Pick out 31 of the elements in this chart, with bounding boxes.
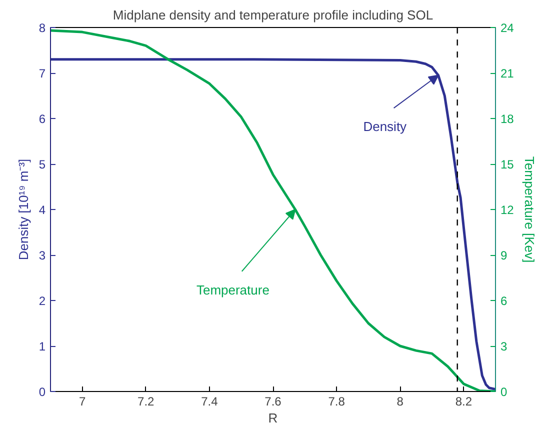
- y2-tick-label: 6: [500, 294, 508, 308]
- y-tick-label: 5: [38, 158, 46, 172]
- y-tick-label: 7: [38, 66, 46, 80]
- annotation: Temperature: [196, 282, 270, 298]
- x-tick-label: 7.2: [138, 394, 155, 408]
- chart-title: Midplane density and temperature profile including SOL: [112, 8, 434, 22]
- y-tick-label: 3: [38, 248, 46, 262]
- y2-tick-label: 18: [500, 112, 514, 126]
- y-tick-label: 0: [38, 385, 46, 399]
- y2-tick-label: 12: [500, 203, 514, 217]
- y-tick-label: 8: [38, 21, 46, 35]
- y2-tick-label: 21: [500, 66, 514, 80]
- x-tick-label: 7.6: [264, 394, 282, 408]
- y-tick-label: 1: [38, 340, 46, 354]
- annotation: Density: [363, 118, 408, 134]
- y-axis-title: Density [10¹⁹ m⁻³]: [16, 158, 31, 260]
- x-tick-label: 7: [78, 394, 86, 408]
- y2-tick-label: 9: [500, 248, 508, 262]
- x-tick-label: 7.4: [201, 394, 218, 408]
- y-tick-label: 4: [38, 203, 46, 217]
- x-tick-label: 8.2: [455, 394, 472, 408]
- y-tick-label: 6: [38, 112, 46, 126]
- x-axis-title: R: [268, 410, 278, 426]
- x-tick-label: 7.8: [328, 394, 346, 408]
- x-tick-label: 8: [396, 394, 404, 408]
- y2-tick-label: 24: [500, 21, 514, 35]
- y2-axis-title: Temperature [Kev]: [522, 156, 537, 263]
- y2-tick-label: 3: [500, 340, 508, 354]
- y2-tick-label: 0: [500, 385, 508, 399]
- y-tick-label: 2: [38, 294, 46, 308]
- y2-tick-label: 15: [500, 158, 514, 172]
